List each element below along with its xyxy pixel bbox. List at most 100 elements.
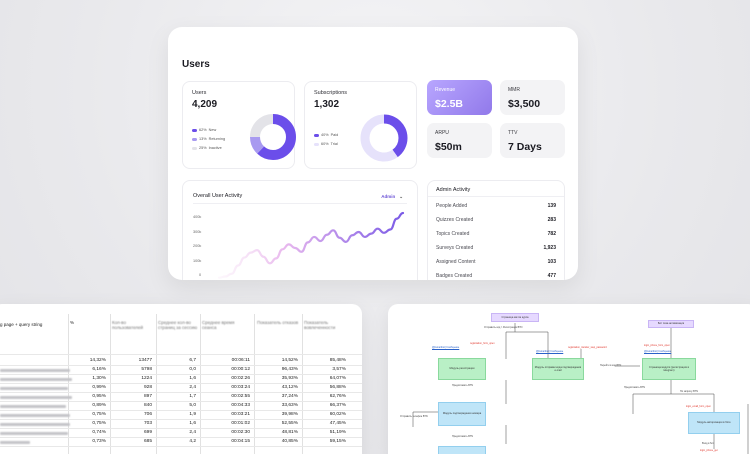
row-divider: [0, 410, 362, 411]
chevron-down-icon: ⌄: [399, 194, 403, 199]
table-row[interactable]: 1,30% 1224 1,6 00:02:26 35,93% 64,07%: [0, 375, 362, 383]
table-cell: 62,76%: [329, 394, 346, 399]
flow-label: Отправить телефон BTN: [400, 415, 428, 418]
kpi-label: ARPU: [435, 130, 449, 136]
row-divider: [0, 419, 362, 420]
row-divider: [0, 446, 362, 447]
table-cell: 0,75%: [92, 421, 106, 426]
users-value: 4,209: [192, 99, 218, 110]
kpi-value: 7 Days: [508, 141, 542, 153]
kpi-revenue[interactable]: Revenue $2.5B: [427, 80, 492, 115]
row-divider: [0, 365, 362, 366]
flow-event-label: login_phone_form_open: [644, 344, 670, 347]
flow-connectors: [412, 323, 749, 454]
table-cell: 0,95%: [92, 394, 106, 399]
table-cell: 33,63%: [281, 403, 298, 408]
subscriptions-label: Subscriptions: [314, 90, 348, 96]
user-flow-diagram-card: Страница мечта курса Бот пока активизаци…: [388, 304, 750, 454]
flow-label: [@ismartbot] Сообщение: [432, 346, 460, 349]
table-cell: 00:03:24: [231, 385, 250, 390]
legend-item: 60% Trial: [314, 142, 338, 146]
column-divider: [302, 314, 303, 454]
table-cell: 00:02:30: [231, 430, 250, 435]
table-cell: 00:02:55: [231, 394, 250, 399]
legend-pct: 40%: [321, 133, 329, 137]
admin-row-value: 139: [547, 203, 556, 209]
analytics-sheet-card: g page + query string % Кол-во пользоват…: [0, 304, 362, 454]
activity-filter-dropdown[interactable]: Admin ⌄: [381, 194, 403, 200]
kpi-value: $2.5B: [435, 98, 464, 110]
table-cell: 51,19%: [329, 430, 346, 435]
table-row[interactable]: 0,95% 897 1,7 00:02:55 37,24% 62,76%: [0, 393, 362, 401]
legend-pct: 60%: [321, 142, 329, 146]
activity-line-chart: [217, 211, 405, 279]
table-row[interactable]: 0,99% 928 2,4 00:03:24 43,12% 56,88%: [0, 384, 362, 392]
table-cell: 59,15%: [329, 439, 346, 444]
table-row[interactable]: 0,89% 840 5,0 00:04:33 33,63% 66,37%: [0, 402, 362, 410]
users-panel[interactable]: Users 4,209 62% New 13% Returning 25% In…: [182, 81, 296, 169]
table-row[interactable]: 0,74% 699 2,4 00:02:30 48,81% 51,19%: [0, 429, 362, 437]
table-row[interactable]: 6,16% 5798 0,0 00:00:12 96,43% 3,57%: [0, 366, 362, 374]
legend-name: Trial: [330, 142, 338, 146]
admin-row-label: People Added: [436, 203, 468, 209]
flow-node-telegram-page: Страница модуля (регистрация в telegram): [642, 358, 696, 380]
legend-item: 25% Inactive: [192, 146, 222, 150]
table-cell: 0,75%: [92, 412, 106, 417]
table-cell: 1,6: [189, 376, 196, 381]
table-cell: 00:03:21: [231, 412, 250, 417]
table-cell: 1,30%: [92, 376, 106, 381]
row-divider: [0, 392, 362, 393]
table-cell: 0,99%: [92, 385, 106, 390]
kpi-mmr[interactable]: MMR $3,500: [500, 80, 565, 115]
table-cell: 60,02%: [329, 412, 346, 417]
legend-swatch: [192, 128, 197, 132]
admin-row-label: Assigned Content: [436, 259, 476, 265]
table-row[interactable]: 14,32% 13477 6,7 00:06:11 14,52% 85,48%: [0, 357, 362, 365]
column-header-users: Кол-во пользователей: [112, 320, 144, 330]
admin-row-label: Surveys Created: [436, 245, 474, 251]
table-row[interactable]: 0,75% 703 1,6 00:01:02 52,55% 47,45%: [0, 420, 362, 428]
admin-activity-title: Admin Activity: [436, 187, 471, 193]
legend-swatch: [314, 142, 319, 146]
flow-label: По запросу BTN: [680, 390, 698, 393]
kpi-ttv[interactable]: TTV 7 Days: [500, 123, 565, 158]
y-tick-label: 0: [199, 273, 202, 277]
legend-name: Returning: [208, 137, 226, 141]
flow-label: Вход в бот: [702, 442, 714, 445]
row-divider: [0, 401, 362, 402]
redacted-url: [0, 441, 30, 444]
flow-label: Перейти в код BTN: [600, 364, 622, 367]
column-header-time: Среднее время сеанса: [202, 320, 235, 330]
column-header-engagement: Показатель вовлеченности: [304, 320, 336, 330]
page-title: Users: [182, 59, 210, 70]
kpi-arpu[interactable]: ARPU $50m: [427, 123, 492, 158]
table-cell: 2,4: [189, 385, 196, 390]
flow-label: Отправить код > Регистрация BTN: [484, 326, 523, 329]
table-cell: 1,9: [189, 412, 196, 417]
admin-row-value: 103: [547, 259, 556, 265]
table-cell: 897: [143, 394, 152, 399]
admin-row-value: 782: [547, 231, 556, 237]
column-header-bounce: Показатель отказов: [257, 320, 299, 325]
flow-label: [@ismartbot] Сообщение: [644, 350, 672, 353]
kpi-value: $3,500: [508, 98, 541, 110]
table-cell: 0,73%: [92, 439, 106, 444]
flow-node-registration: Модуль регистрации: [438, 358, 486, 380]
column-divider: [110, 314, 111, 454]
table-row[interactable]: 0,75% 706 1,9 00:03:21 39,98% 60,02%: [0, 411, 362, 419]
table-cell: 0,89%: [92, 403, 106, 408]
flow-node-course-page: Страница мечта курса: [491, 313, 539, 322]
table-cell: 37,24%: [281, 394, 298, 399]
table-row[interactable]: 0,73% 685 4,2 00:04:15 40,85% 59,15%: [0, 438, 362, 446]
table-cell: 00:01:02: [231, 421, 250, 426]
table-cell: 56,88%: [329, 385, 346, 390]
row-divider: [0, 437, 362, 438]
subscriptions-panel[interactable]: Subscriptions 1,302 40% Paid 60% Trial: [304, 81, 417, 169]
table-cell: 3,57%: [332, 367, 346, 372]
row-divider: [0, 428, 362, 429]
table-cell: 703: [143, 421, 152, 426]
kpi-label: MMR: [508, 87, 520, 93]
redacted-url: [0, 378, 72, 381]
filter-value: Admin: [381, 194, 396, 199]
table-cell: 66,37%: [329, 403, 346, 408]
